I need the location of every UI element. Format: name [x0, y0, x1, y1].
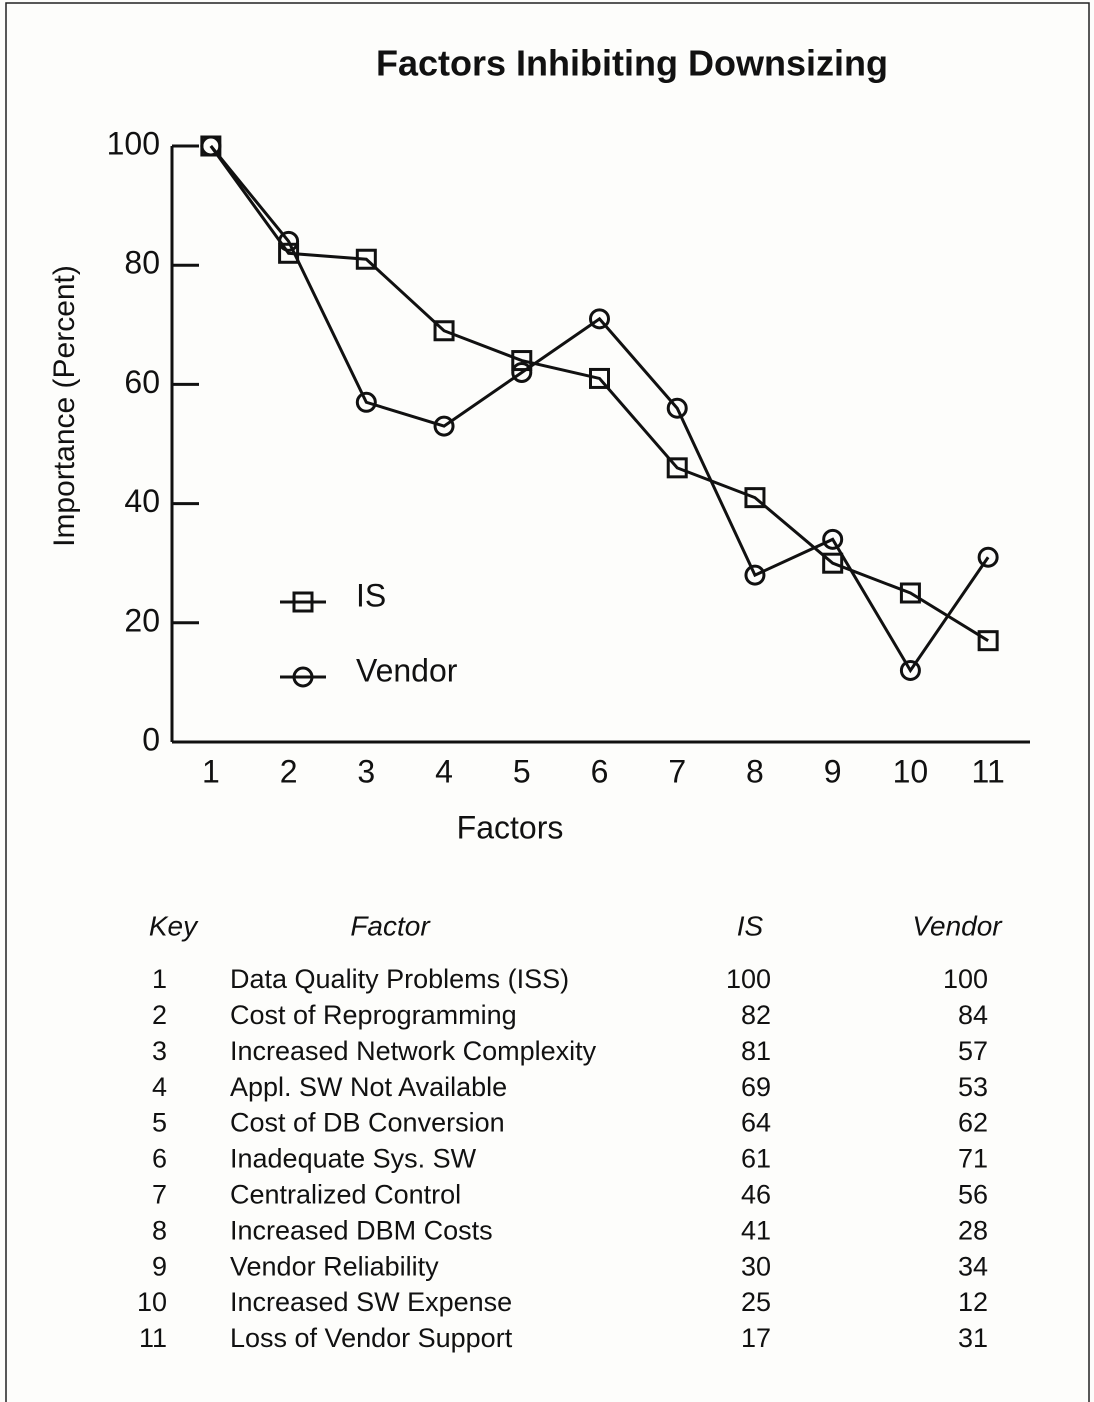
marker — [977, 546, 999, 568]
marker — [744, 487, 766, 509]
table-is: 61 — [741, 1144, 771, 1174]
marker — [511, 350, 533, 372]
x-tick-label: 3 — [357, 753, 375, 789]
marker — [822, 528, 844, 550]
table-factor: Increased Network Complexity — [230, 1036, 597, 1066]
x-tick-label: 8 — [746, 753, 764, 789]
table-is: 17 — [741, 1323, 771, 1353]
x-tick-label: 4 — [435, 753, 453, 789]
table-factor: Appl. SW Not Available — [230, 1072, 507, 1102]
marker — [433, 415, 455, 437]
table-key: 3 — [152, 1036, 167, 1066]
marker — [977, 630, 999, 652]
table-vendor: 34 — [958, 1251, 988, 1281]
table-key: 2 — [152, 1000, 167, 1030]
marker — [355, 391, 377, 413]
table-is: 30 — [741, 1251, 771, 1281]
marker — [278, 230, 300, 252]
table-factor: Centralized Control — [230, 1180, 461, 1210]
table-vendor: 56 — [958, 1180, 988, 1210]
table-key: 4 — [152, 1072, 167, 1102]
marker — [589, 308, 610, 330]
table-vendor: 53 — [958, 1072, 988, 1102]
x-tick-label: 1 — [202, 753, 220, 789]
x-tick-label: 5 — [513, 753, 531, 789]
table-is: 82 — [741, 1000, 771, 1030]
table-is: 64 — [741, 1108, 771, 1138]
table-factor: Increased DBM Costs — [230, 1215, 493, 1245]
table-vendor: 84 — [958, 1000, 988, 1030]
y-tick-label: 0 — [142, 721, 160, 757]
y-axis-label: Importance (Percent) — [48, 265, 81, 547]
y-tick-label: 100 — [107, 125, 160, 161]
table-factor: Vendor Reliability — [230, 1251, 439, 1281]
table-vendor: 100 — [943, 964, 988, 994]
table-key: 8 — [152, 1215, 167, 1245]
table-vendor: 12 — [958, 1287, 988, 1317]
x-tick-label: 11 — [972, 753, 1005, 789]
legend-label: IS — [356, 577, 386, 613]
x-axis-label: Factors — [457, 809, 564, 845]
marker — [355, 248, 377, 270]
marker — [744, 564, 766, 586]
marker — [589, 367, 610, 389]
legend-marker — [292, 666, 314, 688]
x-tick-label: 6 — [591, 753, 609, 789]
y-tick-label: 80 — [124, 245, 160, 281]
table-is: 41 — [741, 1215, 771, 1245]
x-tick-label: 10 — [893, 753, 929, 789]
table-is: 25 — [741, 1287, 771, 1317]
marker — [511, 361, 533, 383]
table-vendor: 31 — [958, 1323, 988, 1353]
table-factor: Loss of Vendor Support — [230, 1323, 513, 1353]
table-key: 11 — [139, 1323, 167, 1353]
table-header: Factor — [350, 910, 431, 941]
legend-marker — [292, 591, 314, 613]
table-factor: Inadequate Sys. SW — [230, 1144, 477, 1174]
x-tick-label: 2 — [280, 753, 298, 789]
table-header: Key — [149, 910, 199, 941]
y-tick-label: 20 — [124, 602, 160, 638]
marker — [666, 397, 688, 419]
table-is: 81 — [741, 1036, 771, 1066]
frame — [5, 2, 1090, 1402]
table-factor: Cost of Reprogramming — [230, 1000, 517, 1030]
table-factor: Increased SW Expense — [230, 1287, 512, 1317]
table-vendor: 28 — [958, 1215, 988, 1245]
table-factor: Cost of DB Conversion — [230, 1108, 505, 1138]
legend-label: Vendor — [356, 652, 458, 688]
table-is: 100 — [726, 964, 771, 994]
marker — [899, 582, 921, 604]
marker — [822, 552, 844, 574]
table-factor: Data Quality Problems (ISS) — [230, 964, 569, 994]
table-vendor: 62 — [958, 1108, 988, 1138]
x-tick-label: 7 — [668, 753, 686, 789]
marker — [200, 135, 222, 157]
table-key: 6 — [152, 1144, 167, 1174]
table-header: IS — [737, 910, 764, 941]
series-line — [209, 145, 990, 674]
series-line — [209, 145, 989, 642]
chart-title: Factors Inhibiting Downsizing — [376, 43, 888, 84]
table-key: 7 — [152, 1180, 167, 1210]
table-header: Vendor — [912, 910, 1003, 941]
table-key: 5 — [152, 1108, 167, 1138]
marker — [433, 320, 455, 342]
table-is: 69 — [741, 1072, 771, 1102]
y-tick-label: 40 — [124, 483, 160, 519]
table-key: 10 — [137, 1287, 167, 1317]
marker — [666, 457, 688, 479]
table-key: 9 — [152, 1251, 167, 1281]
table-is: 46 — [741, 1180, 771, 1210]
table-key: 1 — [152, 964, 167, 994]
marker — [899, 659, 921, 681]
x-tick-label: 9 — [824, 753, 842, 789]
table-vendor: 57 — [958, 1036, 988, 1066]
y-tick-label: 60 — [124, 364, 160, 400]
table-vendor: 71 — [958, 1144, 988, 1174]
